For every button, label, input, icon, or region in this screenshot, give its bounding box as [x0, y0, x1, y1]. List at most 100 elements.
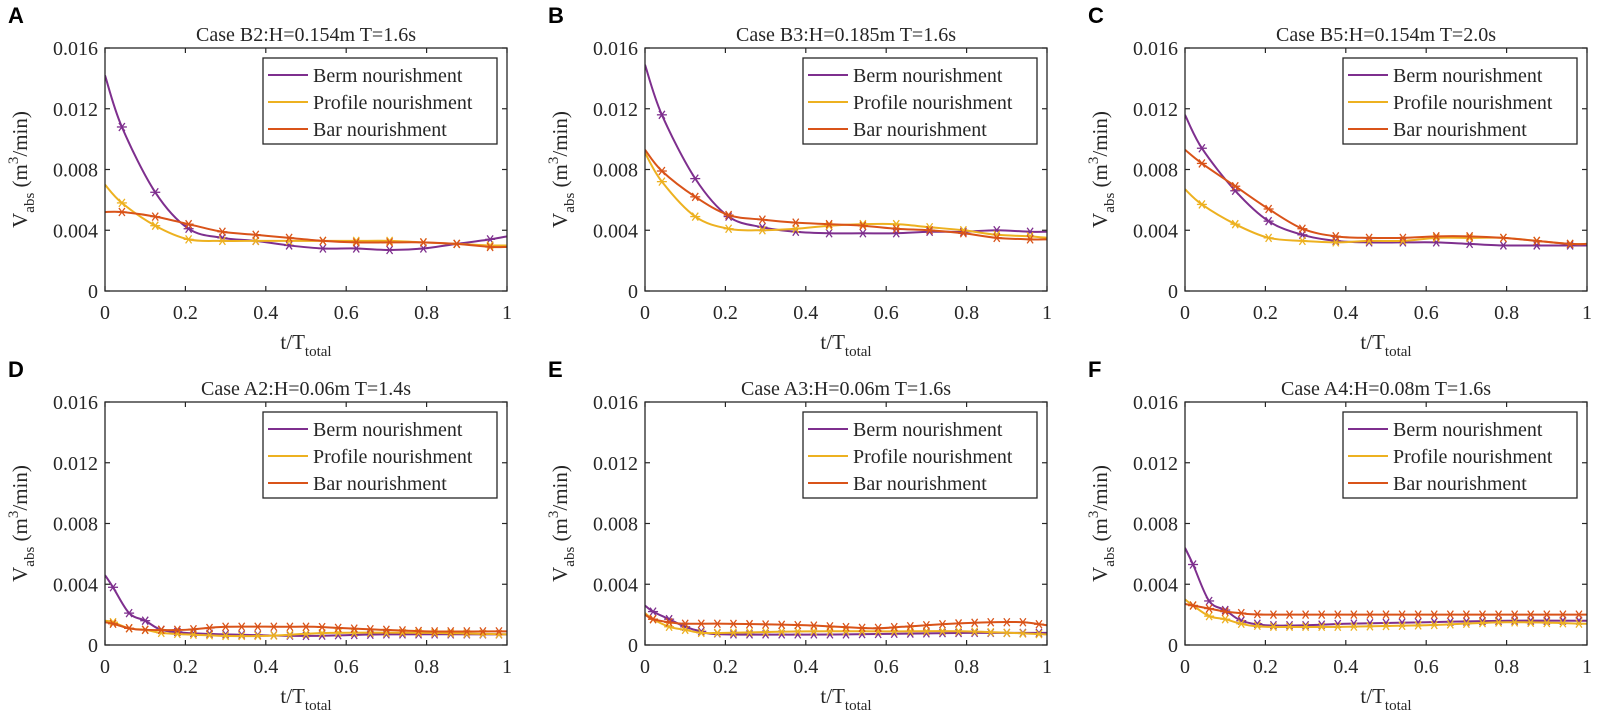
series-line-1 — [1185, 188, 1587, 246]
data-marker — [1033, 629, 1044, 639]
data-marker — [1316, 622, 1327, 632]
x-tick-label: 0.2 — [173, 302, 198, 324]
marker-stroke — [386, 245, 394, 255]
data-marker — [1236, 619, 1247, 629]
marker-stroke — [922, 620, 930, 630]
data-marker — [969, 618, 980, 628]
x-tick-label: 0 — [640, 302, 650, 324]
x-tick-label: 0.6 — [1414, 302, 1439, 324]
y-label-main: V — [548, 567, 572, 582]
panel-letter: F — [1088, 357, 1101, 382]
data-marker — [301, 629, 311, 639]
data-marker — [236, 631, 247, 641]
data-marker — [690, 192, 701, 202]
marker-stroke — [189, 624, 197, 634]
x-tick-label: 0.6 — [1414, 656, 1439, 678]
data-marker — [1461, 619, 1472, 629]
marker-stroke — [302, 629, 310, 639]
y-label-subscript: abs — [22, 547, 38, 567]
data-marker — [1557, 618, 1568, 628]
data-marker — [1431, 233, 1442, 243]
legend-label: Profile nourishment — [1393, 92, 1553, 114]
marker-stroke — [658, 177, 666, 187]
data-marker — [1236, 608, 1247, 618]
data-marker — [116, 207, 127, 217]
y-tick-label: 0 — [88, 635, 98, 657]
data-marker — [351, 236, 362, 246]
data-marker — [857, 219, 868, 229]
data-marker — [757, 215, 768, 225]
marker-stroke — [285, 233, 293, 243]
marker-stroke — [1221, 607, 1229, 616]
legend: Berm nourishment Profile nourishment Bar n… — [802, 57, 1038, 145]
data-marker — [1001, 617, 1012, 627]
marker-stroke — [222, 631, 230, 641]
marker-stroke — [987, 627, 995, 637]
legend-label: Bar nourishment — [853, 119, 987, 141]
marker-stroke — [141, 625, 149, 635]
data-marker — [485, 234, 496, 244]
data-marker — [969, 627, 980, 637]
data-marker — [985, 617, 996, 627]
marker-stroke — [398, 626, 407, 635]
marker-stroke — [254, 631, 262, 641]
marker-stroke — [658, 110, 666, 120]
data-marker — [656, 166, 667, 176]
x-label-main: t/T — [820, 684, 845, 708]
marker-stroke — [1019, 629, 1027, 638]
data-marker — [1509, 610, 1520, 620]
legend-label: Berm nourishment — [1393, 419, 1543, 441]
data-marker — [220, 629, 231, 639]
data-marker — [349, 624, 360, 633]
data-marker — [1445, 619, 1456, 629]
y-tick-label: 0.004 — [593, 574, 638, 596]
data-marker — [664, 617, 675, 627]
marker-stroke — [1575, 610, 1583, 620]
data-marker — [1525, 618, 1536, 628]
data-marker — [696, 626, 707, 636]
data-marker — [1033, 628, 1044, 638]
marker-stroke — [859, 221, 867, 231]
y-tick-label: 0.016 — [593, 392, 638, 414]
data-marker — [1263, 233, 1274, 243]
legend-label: Bar nourishment — [313, 119, 447, 141]
legend-label: Berm nourishment — [1393, 65, 1543, 87]
marker-stroke — [1019, 617, 1027, 627]
marker-stroke — [185, 219, 193, 229]
data-marker — [728, 629, 739, 639]
data-marker — [905, 621, 916, 631]
data-marker — [924, 225, 935, 235]
x-label-main: t/T — [1360, 330, 1385, 354]
data-marker — [284, 241, 295, 250]
marker-stroke — [1365, 233, 1373, 243]
y-label-main: V — [8, 567, 32, 582]
data-marker — [1348, 622, 1359, 632]
data-marker — [776, 627, 787, 637]
marker-stroke — [1298, 224, 1306, 234]
data-marker — [204, 629, 215, 639]
marker-stroke — [725, 210, 733, 220]
data-marker — [268, 631, 279, 640]
data-marker — [937, 626, 948, 636]
data-marker — [172, 625, 183, 635]
y-tick-label: 0.004 — [1133, 220, 1178, 242]
marker-stroke — [713, 628, 721, 638]
data-marker — [1316, 610, 1327, 620]
x-tick-label: 0.2 — [1253, 656, 1278, 678]
data-marker — [1477, 618, 1488, 628]
data-marker — [317, 236, 328, 246]
y-label-unit: (m — [1088, 518, 1112, 547]
data-marker — [690, 212, 701, 221]
data-marker — [696, 619, 707, 629]
y-tick-label: 0.016 — [1133, 392, 1178, 414]
y-tick-label: 0.016 — [53, 38, 98, 60]
marker-stroke — [874, 623, 882, 633]
data-marker — [891, 228, 902, 238]
panel-letter: D — [8, 357, 24, 382]
marker-stroke — [1414, 621, 1422, 630]
subplot-title: Case B5:H=0.154m T=2.0s — [1276, 24, 1496, 46]
marker-stroke — [926, 225, 934, 235]
data-marker — [953, 626, 964, 636]
y-tick-label: 0.012 — [1133, 453, 1178, 475]
x-axis-label: t/Ttotal — [280, 330, 331, 360]
